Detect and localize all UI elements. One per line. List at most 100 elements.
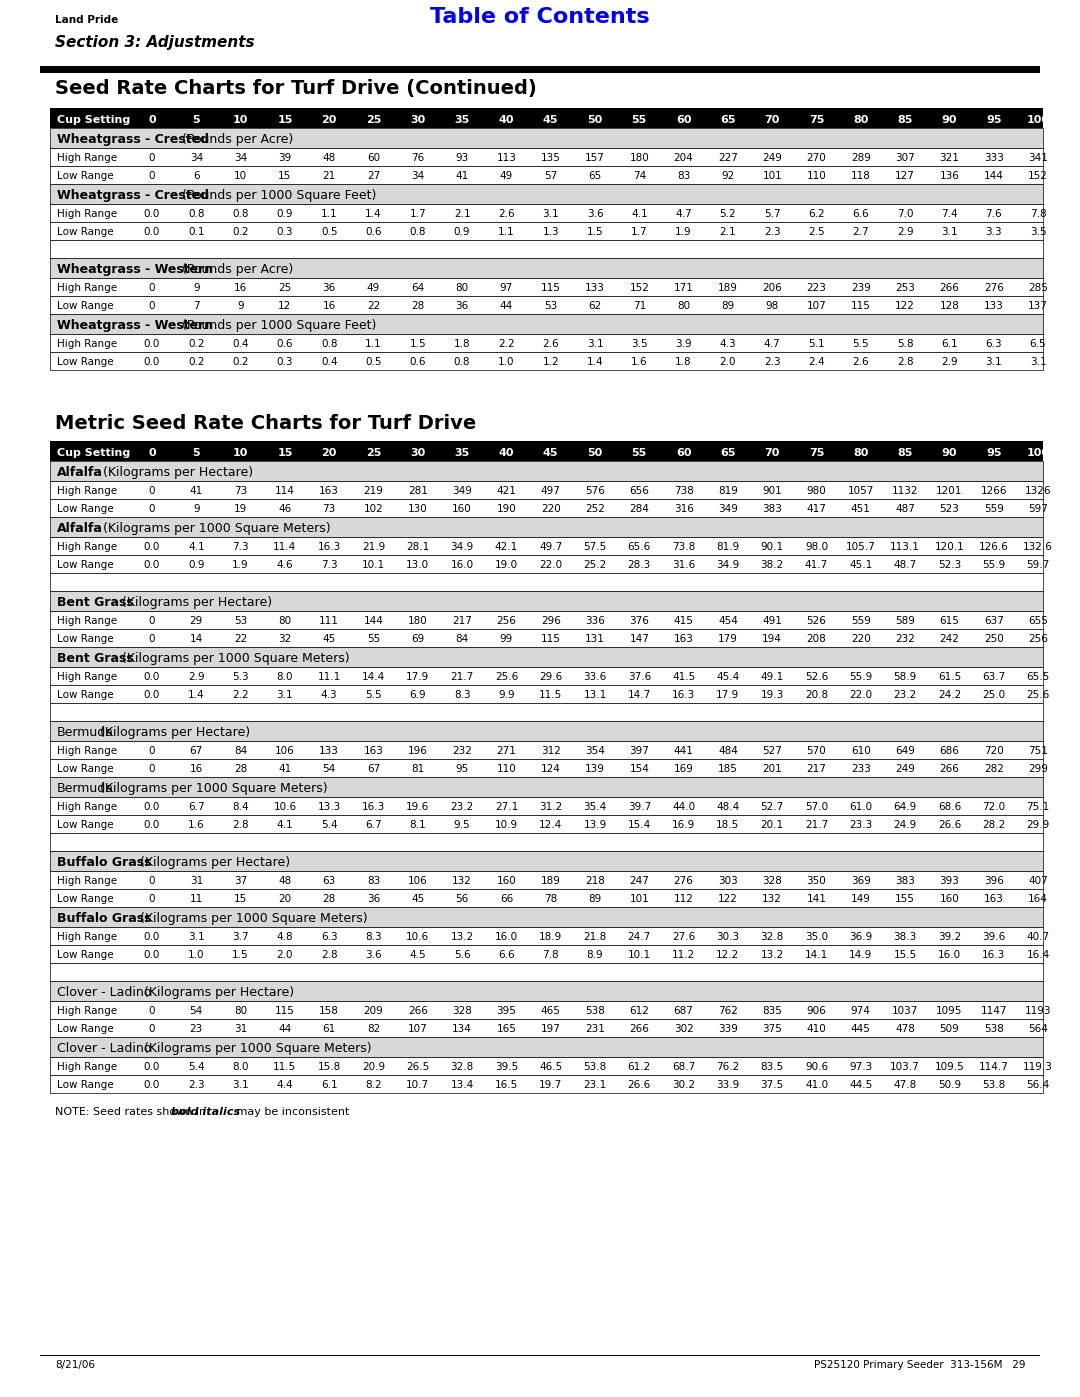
Text: 349: 349 <box>453 486 472 496</box>
Text: 144: 144 <box>364 616 383 626</box>
Text: 6.5: 6.5 <box>1029 339 1047 349</box>
Bar <box>50 981 1043 1002</box>
Text: (Pounds per Acre): (Pounds per Acre) <box>178 133 294 147</box>
Text: 7.4: 7.4 <box>941 210 958 219</box>
Text: 637: 637 <box>984 616 1003 626</box>
Text: 15: 15 <box>279 170 292 182</box>
Text: 42.1: 42.1 <box>495 542 518 552</box>
Text: 64: 64 <box>411 284 424 293</box>
Bar <box>50 296 1043 314</box>
Text: 1.6: 1.6 <box>631 358 648 367</box>
Text: High Range: High Range <box>57 339 117 349</box>
Text: 50: 50 <box>588 448 603 458</box>
Text: 0: 0 <box>149 764 156 774</box>
Text: 52.6: 52.6 <box>805 672 828 682</box>
Text: 133: 133 <box>585 284 605 293</box>
Text: 44: 44 <box>279 1024 292 1034</box>
Text: (Kilograms per Hectare): (Kilograms per Hectare) <box>136 856 289 869</box>
Text: Alfalfa: Alfalfa <box>57 467 103 479</box>
Text: 106: 106 <box>275 746 295 756</box>
Text: 67: 67 <box>367 764 380 774</box>
Bar <box>50 798 1043 814</box>
Text: 232: 232 <box>453 746 472 756</box>
Text: 2.5: 2.5 <box>808 226 825 237</box>
Text: 157: 157 <box>585 154 605 163</box>
Text: 11.5: 11.5 <box>539 690 563 700</box>
Text: 55: 55 <box>632 115 647 124</box>
Text: 34: 34 <box>190 154 203 163</box>
Text: 36.9: 36.9 <box>849 932 873 942</box>
Text: 901: 901 <box>762 486 782 496</box>
Text: High Range: High Range <box>57 672 117 682</box>
Bar <box>50 240 1043 258</box>
Text: 7.8: 7.8 <box>542 950 559 960</box>
Text: 144: 144 <box>984 170 1003 182</box>
Text: 23.3: 23.3 <box>849 820 873 830</box>
Text: 538: 538 <box>585 1006 605 1016</box>
Text: 13.1: 13.1 <box>583 690 607 700</box>
Text: 0.0: 0.0 <box>144 560 160 570</box>
Text: 110: 110 <box>807 170 826 182</box>
Text: High Range: High Range <box>57 542 117 552</box>
Text: 37.6: 37.6 <box>627 672 651 682</box>
Text: 7.8: 7.8 <box>1029 210 1047 219</box>
Text: 3.6: 3.6 <box>365 950 382 960</box>
Text: 32.8: 32.8 <box>450 1062 474 1071</box>
Text: 6.7: 6.7 <box>365 820 382 830</box>
Text: 17.9: 17.9 <box>406 672 430 682</box>
Text: 220: 220 <box>851 634 870 644</box>
Text: 65: 65 <box>720 115 735 124</box>
Text: (Kilograms per Hectare): (Kilograms per Hectare) <box>118 597 272 609</box>
Text: 0.9: 0.9 <box>188 560 204 570</box>
Text: 27.1: 27.1 <box>495 802 518 812</box>
Text: 13.2: 13.2 <box>760 950 784 960</box>
Text: 93: 93 <box>456 154 469 163</box>
Text: 76.2: 76.2 <box>716 1062 740 1071</box>
Text: 20.1: 20.1 <box>760 820 784 830</box>
Text: 1.5: 1.5 <box>409 339 427 349</box>
Text: 89: 89 <box>721 300 734 312</box>
Text: 15.4: 15.4 <box>627 820 651 830</box>
Bar <box>50 944 1043 963</box>
Text: 57.5: 57.5 <box>583 542 607 552</box>
Text: 0.6: 0.6 <box>365 226 381 237</box>
Text: 8.2: 8.2 <box>365 1080 382 1090</box>
Bar <box>50 573 1043 591</box>
Text: 36: 36 <box>323 284 336 293</box>
Text: 3.1: 3.1 <box>542 210 559 219</box>
Text: 3.6: 3.6 <box>586 210 604 219</box>
Text: 1.8: 1.8 <box>675 358 692 367</box>
Text: 29.9: 29.9 <box>1026 820 1050 830</box>
Bar <box>50 148 1043 166</box>
Text: 302: 302 <box>674 1024 693 1034</box>
Text: 19.6: 19.6 <box>406 802 430 812</box>
Text: 16.9: 16.9 <box>672 820 696 830</box>
Text: 164: 164 <box>1028 894 1048 904</box>
Text: High Range: High Range <box>57 616 117 626</box>
Text: 28.1: 28.1 <box>406 542 430 552</box>
Text: 149: 149 <box>851 894 870 904</box>
Text: 10.1: 10.1 <box>627 950 651 960</box>
Text: 1.4: 1.4 <box>365 210 382 219</box>
Text: 12.4: 12.4 <box>539 820 563 830</box>
Text: 1.0: 1.0 <box>498 358 515 367</box>
Text: 185: 185 <box>718 764 738 774</box>
Text: 84: 84 <box>456 634 469 644</box>
Text: 285: 285 <box>1028 284 1048 293</box>
Text: 80: 80 <box>853 448 868 458</box>
Text: 90: 90 <box>942 115 957 124</box>
Bar <box>50 314 1043 334</box>
Text: 4.6: 4.6 <box>276 560 293 570</box>
Text: 383: 383 <box>762 504 782 514</box>
Text: 48: 48 <box>323 154 336 163</box>
Text: 80: 80 <box>234 1006 247 1016</box>
Bar <box>50 814 1043 833</box>
Bar <box>50 928 1043 944</box>
Text: 115: 115 <box>275 1006 295 1016</box>
Text: 107: 107 <box>408 1024 428 1034</box>
Text: 11.4: 11.4 <box>273 542 297 552</box>
Text: 369: 369 <box>851 876 870 886</box>
Text: 31: 31 <box>190 876 203 886</box>
Text: 4.3: 4.3 <box>321 690 338 700</box>
Text: 7.6: 7.6 <box>985 210 1002 219</box>
